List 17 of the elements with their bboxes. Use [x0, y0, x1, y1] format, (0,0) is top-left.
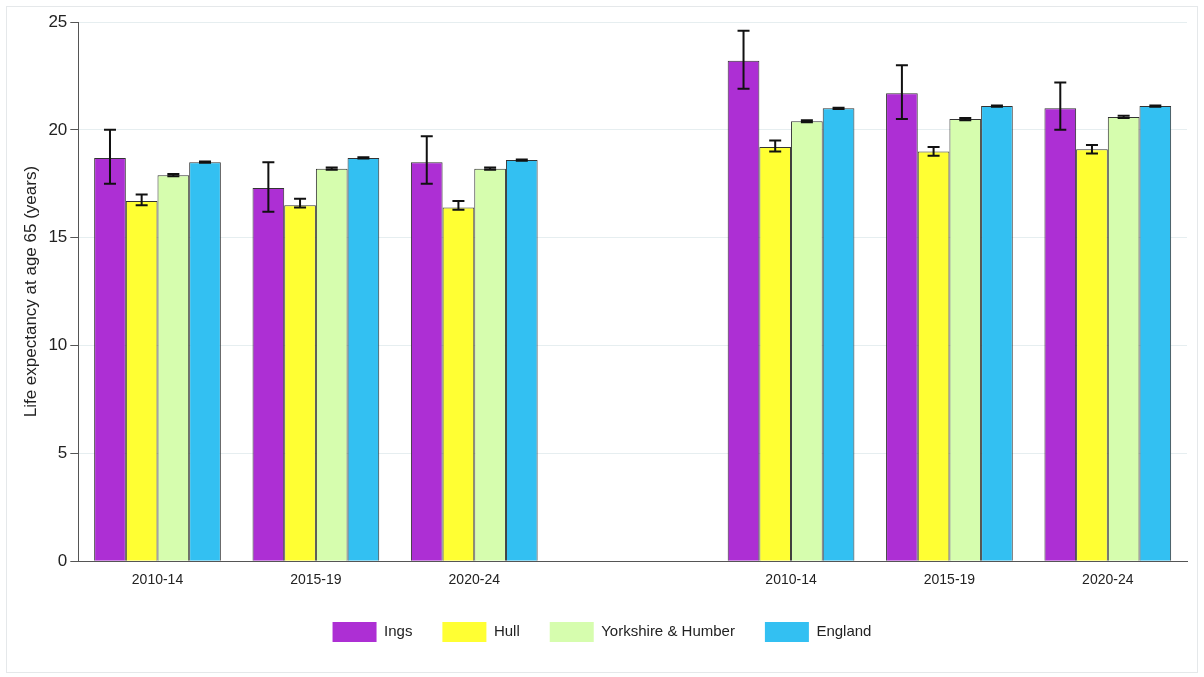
y-tick-label: 10 — [48, 335, 68, 355]
y-axis-title: Life expectancy at age 65 (years) — [20, 165, 40, 418]
y-tick-label: 0 — [57, 550, 68, 570]
legend-label: Ings — [384, 622, 413, 640]
x-tick-label: 2015-19 — [923, 571, 976, 588]
y-tick-label: 15 — [48, 227, 68, 247]
x-tick-label: 2015-19 — [290, 571, 342, 588]
legend-label: Hull — [493, 622, 520, 640]
legend-label: England — [816, 622, 872, 640]
legend-label: Yorkshire & Humber — [601, 622, 735, 640]
x-tick-label: 2010-14 — [765, 571, 817, 588]
y-tick-label: 5 — [57, 443, 68, 463]
x-tick-label: 2020-24 — [448, 571, 501, 588]
x-tick-label: 2020-24 — [1082, 571, 1134, 588]
x-tick-label: 2010-14 — [131, 571, 184, 588]
y-tick-label: 20 — [48, 119, 68, 139]
y-tick-label: 25 — [48, 11, 68, 31]
